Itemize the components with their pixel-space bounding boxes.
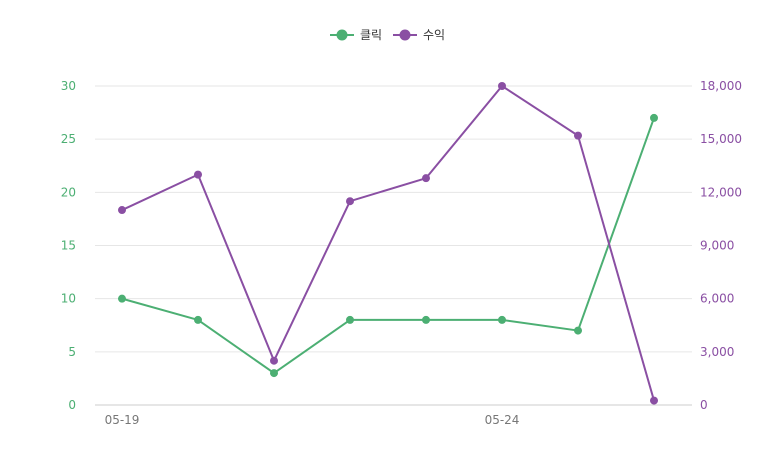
data-point[interactable] [346,197,354,206]
y-right-tick-label: 12,000 [700,185,742,199]
series-line-1 [121,117,655,375]
y-left-tick-label: 20 [61,185,76,199]
series-line-2 [121,85,655,401]
y-right-tick-label: 6,000 [700,292,734,306]
data-point[interactable] [422,315,430,324]
data-point[interactable] [498,82,506,90]
y-right-tick-label: 9,000 [700,239,734,253]
legend-label: 클릭 [360,28,382,42]
y-right-tick-label: 18,000 [700,79,742,93]
data-point[interactable] [574,326,582,335]
y-left-tick-label: 0 [68,398,76,412]
y-right-tick-label: 15,000 [700,132,742,146]
y-left-tick-label: 30 [61,79,76,93]
x-axis: 05-19 05-24 [105,413,520,427]
data-point[interactable] [194,170,202,179]
y-left-tick-label: 10 [61,292,76,306]
legend-item-2[interactable]: 수익 [393,28,445,42]
legend-item-1[interactable]: 클릭 [330,28,382,42]
data-point[interactable] [422,174,430,183]
y-right-tick-label: 0 [700,398,708,412]
data-point[interactable] [650,396,658,405]
data-point[interactable] [574,131,582,140]
data-point[interactable] [194,315,202,324]
data-point[interactable] [650,113,658,122]
data-point[interactable] [498,315,506,324]
y-left-tick-label: 5 [68,345,76,359]
y-axis-right: 0 3,000 6,000 9,000 12,000 15,000 18,000 [700,79,742,412]
data-point[interactable] [270,356,278,365]
data-point[interactable] [118,294,126,303]
data-point[interactable] [346,315,354,324]
legend[interactable]: 클릭 수익 [330,28,445,42]
x-tick-label: 05-19 [105,413,140,427]
y-left-tick-label: 15 [61,239,76,253]
series-group [118,82,658,405]
legend-swatch-marker [399,29,411,41]
legend-swatch-marker [336,29,348,41]
data-point[interactable] [270,369,278,378]
legend-label: 수익 [423,28,445,42]
y-right-tick-label: 3,000 [700,345,734,359]
data-point[interactable] [118,206,126,215]
y-left-tick-label: 25 [61,132,76,146]
gridlines [95,85,692,406]
x-tick-label: 05-24 [485,413,520,427]
y-axis-left: 0 5 10 15 20 25 30 [61,79,76,412]
